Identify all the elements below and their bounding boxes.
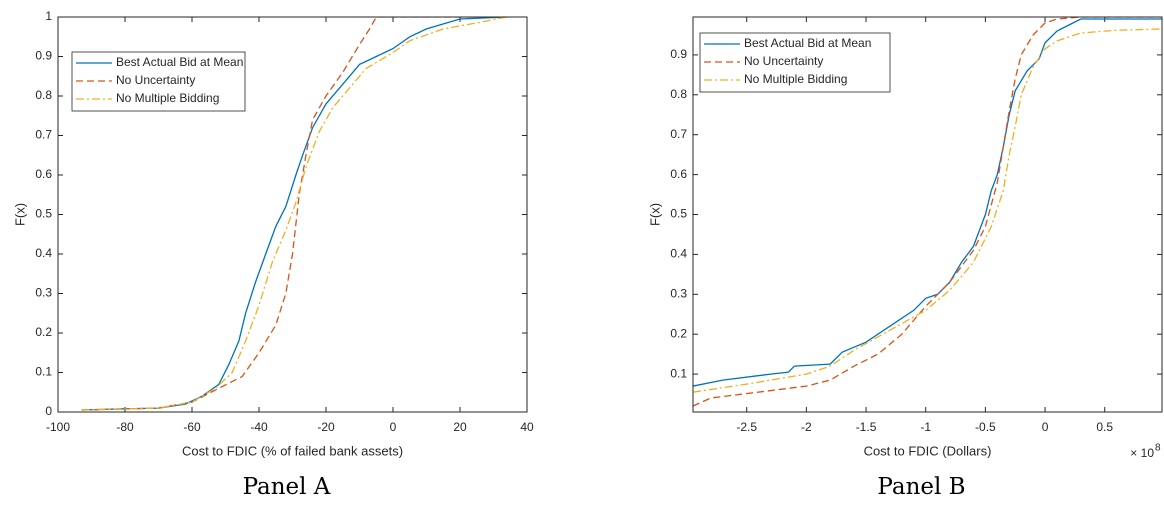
y-tick-label: 0.1 xyxy=(670,366,687,380)
x-tick-label: -0.5 xyxy=(975,420,996,434)
legend-label: Best Actual Bid at Mean xyxy=(116,55,243,69)
y-tick-label: 0.1 xyxy=(35,365,52,379)
panel-caption: Panel B xyxy=(877,474,965,500)
y-tick-label: 0 xyxy=(45,404,52,418)
legend-label: No Uncertainty xyxy=(744,54,823,68)
legend-label: No Uncertainty xyxy=(116,73,195,87)
y-tick-label: 0.9 xyxy=(35,49,52,63)
y-tick-label: 0.8 xyxy=(35,88,52,102)
x-tick-label: 20 xyxy=(453,420,467,434)
cdf-line xyxy=(81,17,508,411)
y-axis-title: F(x) xyxy=(647,203,662,226)
x-tick-label: 0 xyxy=(390,420,397,434)
x-tick-label: 40 xyxy=(520,420,534,434)
x-tick-label: -100 xyxy=(46,420,70,434)
y-tick-label: 0.7 xyxy=(670,127,687,141)
y-tick-label: 0.2 xyxy=(670,326,687,340)
cdf-line xyxy=(693,18,1162,387)
y-axis-title: F(x) xyxy=(12,203,27,226)
y-tick-label: 1 xyxy=(45,9,52,23)
x-axis-title: Cost to FDIC (% of failed bank assets) xyxy=(182,443,403,458)
y-tick-label: 0.9 xyxy=(670,47,687,61)
y-tick-label: 0.7 xyxy=(35,128,52,142)
y-tick-label: 0.2 xyxy=(35,325,52,339)
axes-box xyxy=(57,16,528,413)
y-tick-label: 0.5 xyxy=(670,207,687,221)
cdf-line xyxy=(81,17,507,411)
legend-label: No Multiple Bidding xyxy=(116,91,219,105)
y-tick-label: 0.3 xyxy=(670,286,687,300)
legend-label: No Multiple Bidding xyxy=(744,72,847,86)
x-tick-label: 0 xyxy=(1042,420,1049,434)
y-tick-label: 0.4 xyxy=(35,246,52,260)
cdf-line xyxy=(693,28,1162,393)
y-tick-label: 0.3 xyxy=(35,286,52,300)
y-tick-label: 0.5 xyxy=(35,207,52,221)
x-tick-label: -40 xyxy=(250,420,268,434)
x-multiplier: × 10 xyxy=(1130,446,1154,460)
axes-box xyxy=(692,16,1163,413)
y-tick-label: 0.4 xyxy=(670,247,687,261)
x-axis-title: Cost to FDIC (Dollars) xyxy=(864,443,992,458)
x-multiplier-exponent: 8 xyxy=(1155,443,1161,454)
x-tick-label: -60 xyxy=(183,420,201,434)
x-tick-label: -1 xyxy=(920,420,931,434)
x-tick-label: -1.5 xyxy=(856,420,877,434)
y-tick-label: 0.8 xyxy=(670,87,687,101)
x-tick-label: 0.5 xyxy=(1096,420,1113,434)
x-tick-label: -2 xyxy=(801,420,812,434)
y-tick-label: 0.6 xyxy=(35,167,52,181)
legend-label: Best Actual Bid at Mean xyxy=(744,36,871,50)
y-tick-label: 0.6 xyxy=(670,167,687,181)
panel-caption: Panel A xyxy=(243,474,331,500)
x-tick-label: -80 xyxy=(116,420,134,434)
x-tick-label: -2.5 xyxy=(736,420,757,434)
x-tick-label: -20 xyxy=(317,420,335,434)
